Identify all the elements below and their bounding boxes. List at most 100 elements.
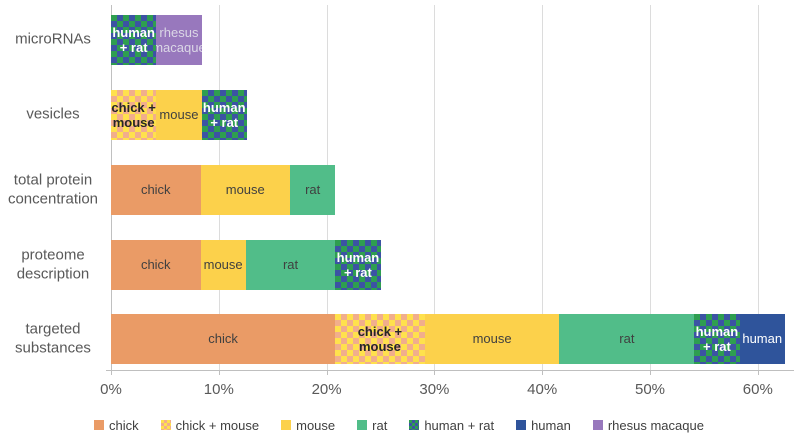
bar-segment-label: mouse [204, 257, 243, 272]
bar-segment-mouse: mouse [200, 240, 246, 290]
legend-marker-human [516, 420, 527, 430]
bar-segment-mouse: mouse [156, 90, 202, 140]
bar-segment-chick: chick [111, 314, 336, 364]
bar-segment-label: rat [283, 257, 298, 272]
bar-segment-label-line: rhesus [159, 24, 199, 40]
bar-row-vesicles: chick + mouse mouse human + rat [111, 90, 247, 140]
bar-segment-label-line: human [695, 323, 739, 339]
bar-segment-label-line: rat [305, 182, 321, 198]
x-axis-tick-20pct [326, 370, 328, 375]
bar-segment-label-line: + rat [344, 265, 372, 280]
legend-label-rhesus-macaque: rhesus macaque [607, 417, 704, 433]
x-tick-label-40pct: 40% [527, 381, 558, 398]
bar-segment-human-rat: human + rat [694, 314, 740, 364]
bar-segment-label: human + rat [696, 324, 739, 355]
bar-segment-label-line: chick [140, 257, 171, 273]
legend-item-chick-mouse: chick + mouse [160, 418, 259, 433]
legend-item-chick: chick [94, 418, 139, 433]
category-label-vesicles: vesicles [26, 105, 80, 123]
bar-segment-label: rat [619, 331, 634, 346]
legend-marker-rat [357, 420, 368, 430]
bar-segment-chick-mouse: chick + mouse [111, 90, 157, 140]
bar-segment-label-line: mouse [225, 182, 265, 198]
bar-segment-label-line: rat [282, 257, 299, 273]
legend-marker-mouse [281, 420, 292, 430]
legend-label-human: human [531, 417, 571, 433]
x-tick-label-60pct: 60% [742, 381, 773, 398]
x-tick-label-30pct: 30% [419, 381, 450, 398]
bar-segment-label: rat [305, 182, 320, 197]
bar-segment-label: human [742, 331, 782, 346]
bar-segment-label-line: + rat [210, 115, 239, 130]
bar-segment-mouse: mouse [200, 165, 290, 215]
bar-segment-label-line: human [742, 331, 783, 347]
bar-segment-rat: rat [290, 165, 336, 215]
category-label-targeted-substances: targeted substances [15, 320, 91, 356]
gridline-60pct [757, 5, 759, 370]
gridline-40pct [542, 5, 544, 370]
bar-segment-chick-mouse: chick + mouse [335, 314, 425, 364]
bar-segment-label: chick [141, 257, 171, 272]
bar-segment-mouse: mouse [424, 314, 560, 364]
bar-segment-label-line: mouse [203, 257, 243, 273]
legend: chick chick + mouse mouse rat human + rat hum… [0, 413, 798, 437]
x-tick-label-50pct: 50% [634, 381, 666, 398]
legend-label-chick: chick [109, 417, 139, 433]
bar-segment-label: human + rat [337, 250, 380, 281]
legend-label-rat: rat [372, 417, 388, 433]
bar-segment-label: chick + mouse [358, 324, 402, 355]
bar-segment-rat: rat [245, 240, 336, 290]
gridline-50pct [650, 5, 651, 370]
bar-segment-label: mouse [159, 107, 198, 122]
bar-segment-label-line: mouse [112, 115, 155, 130]
x-axis-tick-40pct [542, 370, 544, 375]
legend-item-rat: rat [357, 418, 387, 433]
bar-segment-label-line: mouse [159, 107, 199, 123]
x-axis-tick-10pct [218, 370, 220, 375]
category-label-proteome-description: proteome description [16, 246, 90, 282]
x-axis-tick-30pct [434, 370, 436, 375]
bar-segment-label-line: human [336, 249, 380, 265]
x-tick-label-0pct: 0% [100, 381, 122, 398]
bar-segment-chick: chick [111, 240, 201, 290]
bar-segment-human-rat: human + rat [201, 90, 247, 140]
bar-segment-label: chick [141, 182, 171, 197]
bar-segment-human-rat: human + rat [111, 15, 157, 65]
category-label-micrornas: microRNAs [15, 30, 91, 48]
bar-row-total-protein-concentration: chick mouse rat [111, 165, 336, 215]
bar-segment-label: human + rat [203, 100, 246, 131]
bar-segment-label-line: human [112, 24, 155, 40]
bar-segment-label: chick [208, 331, 238, 346]
bar-segment-label-line: + rat [119, 40, 148, 55]
bar-segment-label-line: chick [208, 331, 238, 347]
bar-segment-rat: rat [559, 314, 695, 364]
gridline-30pct [434, 5, 436, 370]
bar-segment-chick: chick [111, 165, 201, 215]
bar-segment-label-line: chick + [357, 323, 403, 339]
bar-segment-label-line: + rat [703, 339, 731, 354]
bar-segment-label-line: rat [619, 331, 635, 347]
x-tick-label-10pct: 10% [203, 381, 234, 398]
legend-marker-chick-mouse [160, 420, 171, 430]
x-axis-tick-60pct [757, 370, 759, 375]
legend-item-mouse: mouse [281, 418, 335, 433]
bar-segment-label-line: macaque [156, 40, 201, 55]
x-tick-label-20pct: 20% [311, 381, 342, 398]
bar-row-proteome-description: chick mouse rat human + rat [111, 240, 381, 290]
bar-segment-label: human + rat [112, 25, 155, 56]
legend-marker-human-rat [409, 420, 420, 430]
bar-segment-label-line: chick + [111, 99, 156, 115]
bar-segment-label: mouse [226, 182, 265, 197]
legend-marker-chick [94, 420, 105, 430]
bar-segment-label: mouse [473, 331, 512, 346]
x-axis-tick-50pct [650, 370, 651, 375]
bar-segment-label-line: chick [140, 182, 171, 198]
bar-row-micrornas: human+ ratrhesusmacaque [111, 15, 202, 65]
bar-segment-human: human [739, 314, 785, 364]
legend-label-mouse: mouse [296, 417, 336, 433]
bar-segment-label: chick + mouse [111, 100, 155, 131]
legend-item-human-rat: human + rat [409, 418, 494, 433]
